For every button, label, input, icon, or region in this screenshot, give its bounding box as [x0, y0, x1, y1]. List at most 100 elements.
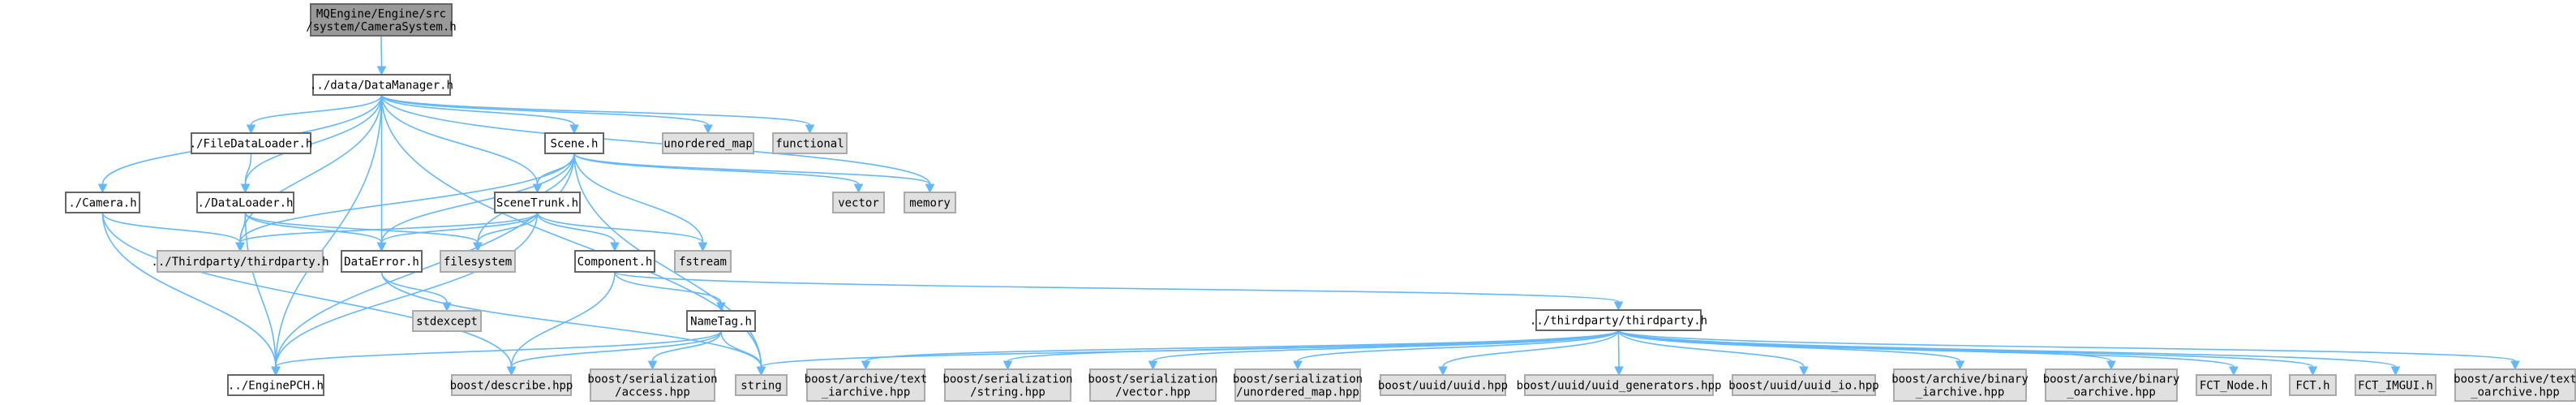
- edge-camera-to-thirdparty_up: [101, 212, 245, 252]
- edge-datamanager-to-scene: [380, 94, 579, 135]
- edge-thirdparty-to-text_iarchive: [861, 330, 1620, 371]
- node-label: ./DataLoader.h: [197, 197, 293, 210]
- node-component[interactable]: Component.h: [574, 250, 655, 273]
- arrowhead: [716, 302, 726, 312]
- edge-camerasystem-to-datamanager: [376, 35, 387, 76]
- arrowhead: [756, 366, 766, 377]
- edge-camera-to-enginepch: [101, 212, 281, 377]
- node-label: string: [741, 380, 782, 393]
- node-datamanager[interactable]: ../data/DataManager.h: [310, 74, 453, 96]
- arrowhead: [925, 183, 935, 194]
- edge-thirdparty-to-ser_string: [1002, 330, 1620, 371]
- node-ser-string: boost/serialization/string.hpp: [942, 368, 1073, 402]
- nodes: MQEngine/Engine/src/system/CameraSystem.…: [65, 3, 2576, 402]
- node-stdexcept: stdexcept: [412, 310, 482, 332]
- node-label: /vector.hpp: [1115, 386, 1191, 399]
- arrowhead: [610, 242, 620, 252]
- node-label: /string.hpp: [970, 386, 1045, 399]
- node-label: boost/uuid/uuid_io.hpp: [1728, 380, 1878, 393]
- node-uuid-generators: boost/uuid/uuid_generators.hpp: [1517, 374, 1721, 396]
- node-label: boost/serialization: [942, 373, 1072, 386]
- node-label: FCT.h: [2295, 380, 2329, 393]
- node-functional: functional: [772, 132, 848, 154]
- node-label: vector: [838, 197, 879, 210]
- edge-thirdparty-to-binary_iarchive: [1617, 330, 1965, 371]
- node-thirdparty-up: ../Thirdparty/thirdparty.h: [151, 250, 329, 273]
- edges: [97, 35, 2520, 377]
- node-string: string: [735, 374, 788, 396]
- arrowhead: [1002, 360, 1013, 371]
- node-label: Scene.h: [550, 138, 598, 151]
- node-label: boost/serialization: [1088, 373, 1217, 386]
- node-dataloader[interactable]: ./DataLoader.h: [196, 192, 294, 213]
- node-describe: boost/describe.hpp: [450, 374, 573, 396]
- arrowhead: [805, 124, 815, 135]
- node-camera[interactable]: ./Camera.h: [65, 192, 140, 213]
- edge-datamanager-to-filedataloader: [246, 94, 383, 135]
- node-label: unordered_map: [663, 138, 753, 151]
- arrowhead: [2308, 366, 2318, 377]
- node-thirdparty[interactable]: ../thirdparty/thirdparty.h: [1530, 309, 1707, 331]
- edge-component-to-nametag: [614, 271, 726, 312]
- edge-nametag-to-enginepch: [271, 330, 722, 377]
- node-fct: FCT.h: [2289, 374, 2337, 396]
- node-camerasystem[interactable]: MQEngine/Engine/src/system/CameraSystem.…: [306, 3, 457, 37]
- node-fct-node: FCT_Node.h: [2196, 374, 2272, 396]
- node-label: boost/serialization: [587, 373, 717, 386]
- arrowhead: [1799, 366, 1809, 377]
- arrowhead: [569, 124, 579, 135]
- node-label: /access.hpp: [615, 386, 690, 399]
- node-scene[interactable]: Scene.h: [544, 132, 604, 154]
- arrowhead: [1293, 360, 1303, 371]
- arrowhead: [2390, 366, 2401, 377]
- edge-component-to-describe: [506, 271, 616, 377]
- node-label: boost/archive/text: [2454, 373, 2576, 386]
- edge-datamanager-to-thirdparty_up: [235, 94, 383, 252]
- node-label: filesystem: [444, 256, 512, 269]
- node-label: FCT_IMGUI.h: [2358, 380, 2433, 393]
- node-label: ./FileDataLoader.h: [190, 138, 313, 151]
- node-label: SceneTrunk.h: [496, 197, 578, 210]
- edge-scenetrunk-to-component: [536, 212, 620, 252]
- edge-thirdparty-to-ser_vector: [1148, 330, 1620, 371]
- edge-dataloader-to-filesystem: [244, 212, 483, 252]
- node-fct-imgui: FCT_IMGUI.h: [2355, 374, 2436, 396]
- node-unordered-map: unordered_map: [662, 132, 754, 154]
- edge-datamanager-to-memory: [380, 94, 935, 194]
- node-label: boost/uuid/uuid.hpp: [1378, 380, 1508, 393]
- node-dataerror[interactable]: DataError.h: [341, 250, 423, 273]
- node-filesystem: filesystem: [440, 250, 516, 273]
- node-label: _oarchive.hpp: [2067, 386, 2156, 399]
- arrowhead: [1613, 301, 1624, 312]
- node-label: _iarchive.hpp: [822, 386, 911, 399]
- edge-scene-to-vector: [573, 153, 864, 194]
- node-text-iarchive: boost/archive/text_iarchive.hpp: [805, 368, 928, 402]
- node-nametag[interactable]: NameTag.h: [686, 310, 756, 332]
- arrowhead: [271, 366, 281, 377]
- arrowhead: [1438, 366, 1448, 377]
- node-label: stdexcept: [416, 316, 478, 329]
- node-label: _iarchive.hpp: [1916, 386, 2005, 399]
- node-label: boost/archive/text: [805, 373, 928, 386]
- node-filedataloader[interactable]: ./FileDataLoader.h: [190, 132, 313, 154]
- node-text-oarchive: boost/archive/text_oarchive.hpp: [2454, 368, 2576, 402]
- node-enginepch[interactable]: ../EnginePCH.h: [227, 374, 324, 396]
- arrowhead: [1148, 360, 1158, 371]
- node-label: boost/describe.hpp: [450, 380, 573, 393]
- edge-scenetrunk-to-thirdparty_up: [235, 212, 539, 252]
- node-label: DataError.h: [344, 256, 419, 269]
- arrowhead: [861, 360, 871, 371]
- arrowhead: [246, 124, 256, 135]
- node-label: Component.h: [577, 256, 653, 269]
- arrowhead: [506, 366, 517, 377]
- node-label: MQEngine/Engine/src: [316, 8, 446, 21]
- node-label: ../data/DataManager.h: [310, 80, 453, 93]
- arrowhead: [2106, 360, 2116, 371]
- edge-datamanager-to-dataerror: [376, 95, 387, 252]
- node-scenetrunk[interactable]: SceneTrunk.h: [494, 192, 581, 213]
- node-label: FCT_Node.h: [2200, 380, 2268, 393]
- edge-thirdparty-to-fct: [1617, 330, 2318, 377]
- node-label: ../thirdparty/thirdparty.h: [1530, 315, 1707, 328]
- edge-nametag-to-access: [647, 330, 722, 371]
